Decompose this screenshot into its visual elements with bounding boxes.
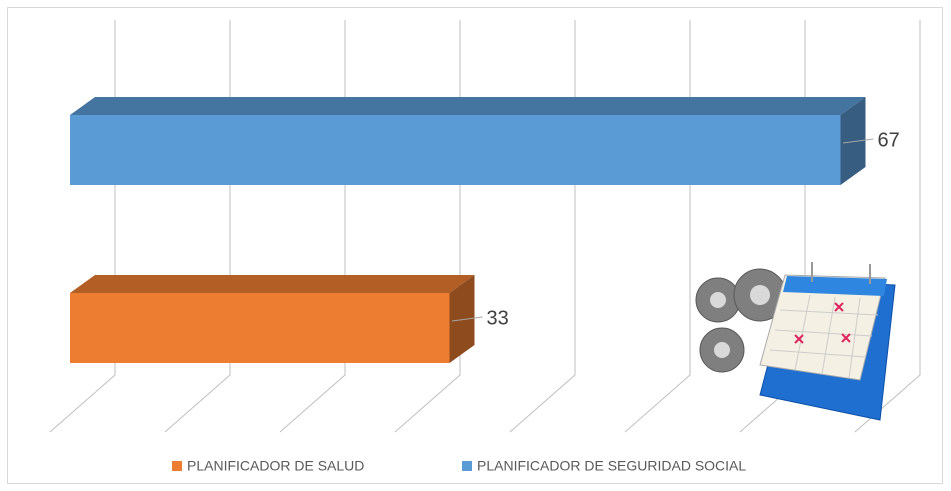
bar [70, 293, 450, 363]
leader-line [451, 316, 483, 322]
bar-top [70, 97, 866, 115]
bar-top [70, 275, 475, 293]
legend-swatch [462, 461, 472, 471]
data-label: 67 [878, 129, 900, 151]
leader-line [842, 138, 874, 144]
legend-label: PLANIFICADOR DE SALUD [187, 458, 364, 474]
legend-swatch [172, 461, 182, 471]
planner-icon [695, 262, 896, 421]
bar-side [449, 275, 475, 363]
data-label: 33 [487, 307, 509, 329]
bar [70, 115, 841, 185]
chart-border [7, 7, 943, 484]
legend-label: PLANIFICADOR DE SEGURIDAD SOCIAL [477, 458, 746, 474]
bar-side [840, 97, 866, 185]
